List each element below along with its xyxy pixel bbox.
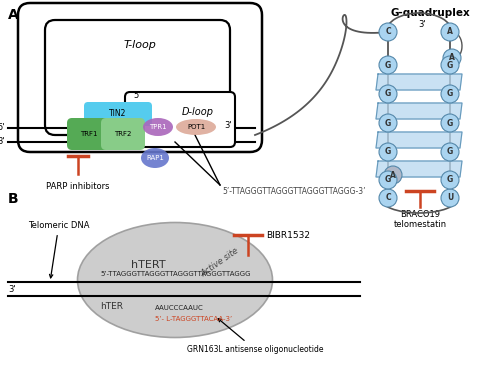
- FancyBboxPatch shape: [101, 118, 145, 150]
- Text: G: G: [447, 148, 453, 157]
- Text: TRF2: TRF2: [114, 131, 132, 137]
- Text: C: C: [385, 27, 391, 37]
- Polygon shape: [376, 132, 462, 148]
- Text: U: U: [447, 194, 453, 202]
- Text: 3': 3': [418, 20, 426, 29]
- Circle shape: [379, 189, 397, 207]
- Ellipse shape: [143, 118, 173, 136]
- Ellipse shape: [141, 148, 169, 168]
- Text: hTERT: hTERT: [130, 260, 166, 270]
- Text: G: G: [447, 118, 453, 128]
- Circle shape: [379, 171, 397, 189]
- Text: AAUCCCAAUC: AAUCCCAAUC: [155, 305, 204, 311]
- Text: GRN163L antisense oligonucleotide: GRN163L antisense oligonucleotide: [187, 319, 323, 354]
- Polygon shape: [376, 103, 462, 119]
- Text: 5': 5': [0, 124, 5, 132]
- Circle shape: [384, 166, 402, 184]
- Text: POT1: POT1: [187, 124, 205, 130]
- Text: 3': 3': [224, 121, 232, 131]
- Text: RAP1: RAP1: [146, 155, 164, 161]
- Text: 3': 3': [0, 138, 5, 147]
- Text: B: B: [8, 192, 18, 206]
- Circle shape: [441, 85, 459, 103]
- Ellipse shape: [78, 222, 272, 337]
- Circle shape: [443, 49, 461, 67]
- Circle shape: [379, 56, 397, 74]
- Text: hTER: hTER: [100, 302, 124, 311]
- Text: C: C: [385, 194, 391, 202]
- Circle shape: [441, 143, 459, 161]
- Circle shape: [441, 56, 459, 74]
- Circle shape: [441, 189, 459, 207]
- Text: G: G: [447, 61, 453, 70]
- Text: A: A: [390, 171, 396, 179]
- Text: G: G: [447, 90, 453, 98]
- Circle shape: [441, 23, 459, 41]
- FancyBboxPatch shape: [125, 92, 235, 147]
- Text: TIN2: TIN2: [110, 110, 126, 118]
- Circle shape: [441, 114, 459, 132]
- Text: A: A: [447, 27, 453, 37]
- Text: G: G: [447, 175, 453, 185]
- Text: G-quadruplex: G-quadruplex: [390, 8, 470, 18]
- Text: D-loop: D-loop: [182, 107, 214, 117]
- Polygon shape: [376, 161, 462, 177]
- Text: Telomeric DNA: Telomeric DNA: [28, 221, 90, 278]
- Text: BIBR1532: BIBR1532: [266, 231, 310, 239]
- Text: 5': 5': [133, 91, 141, 101]
- Circle shape: [379, 85, 397, 103]
- Text: A: A: [449, 54, 455, 63]
- Text: PARP inhibitors: PARP inhibitors: [46, 182, 110, 191]
- Text: T-loop: T-loop: [124, 40, 156, 50]
- Text: BRACO19: BRACO19: [400, 210, 440, 219]
- Text: G: G: [385, 148, 391, 157]
- Text: 3': 3': [8, 286, 16, 295]
- Text: G: G: [385, 90, 391, 98]
- Text: Active site: Active site: [200, 246, 240, 278]
- Polygon shape: [376, 74, 462, 90]
- Ellipse shape: [176, 119, 216, 135]
- FancyBboxPatch shape: [67, 118, 111, 150]
- Text: 5’-TTAGGGTTAGGGTTAGGGTTAGGG-3’: 5’-TTAGGGTTAGGGTTAGGGTTAGGG-3’: [222, 187, 366, 196]
- Text: G: G: [385, 61, 391, 70]
- Text: 5’- L-TAGGGTTACAA-3’: 5’- L-TAGGGTTACAA-3’: [155, 316, 232, 322]
- Text: telomestatin: telomestatin: [394, 220, 446, 229]
- Circle shape: [379, 114, 397, 132]
- Circle shape: [441, 171, 459, 189]
- FancyBboxPatch shape: [84, 102, 152, 126]
- Text: A: A: [8, 8, 19, 22]
- Circle shape: [379, 23, 397, 41]
- Text: G: G: [385, 175, 391, 185]
- Circle shape: [379, 143, 397, 161]
- Text: TPR1: TPR1: [149, 124, 167, 130]
- Text: G: G: [385, 118, 391, 128]
- Text: TRF1: TRF1: [80, 131, 98, 137]
- Text: 5’-TTAGGGTTAGGGTTAGGGTTAGGGTTAGGG: 5’-TTAGGGTTAGGGTTAGGGTTAGGGTTAGGG: [100, 271, 250, 277]
